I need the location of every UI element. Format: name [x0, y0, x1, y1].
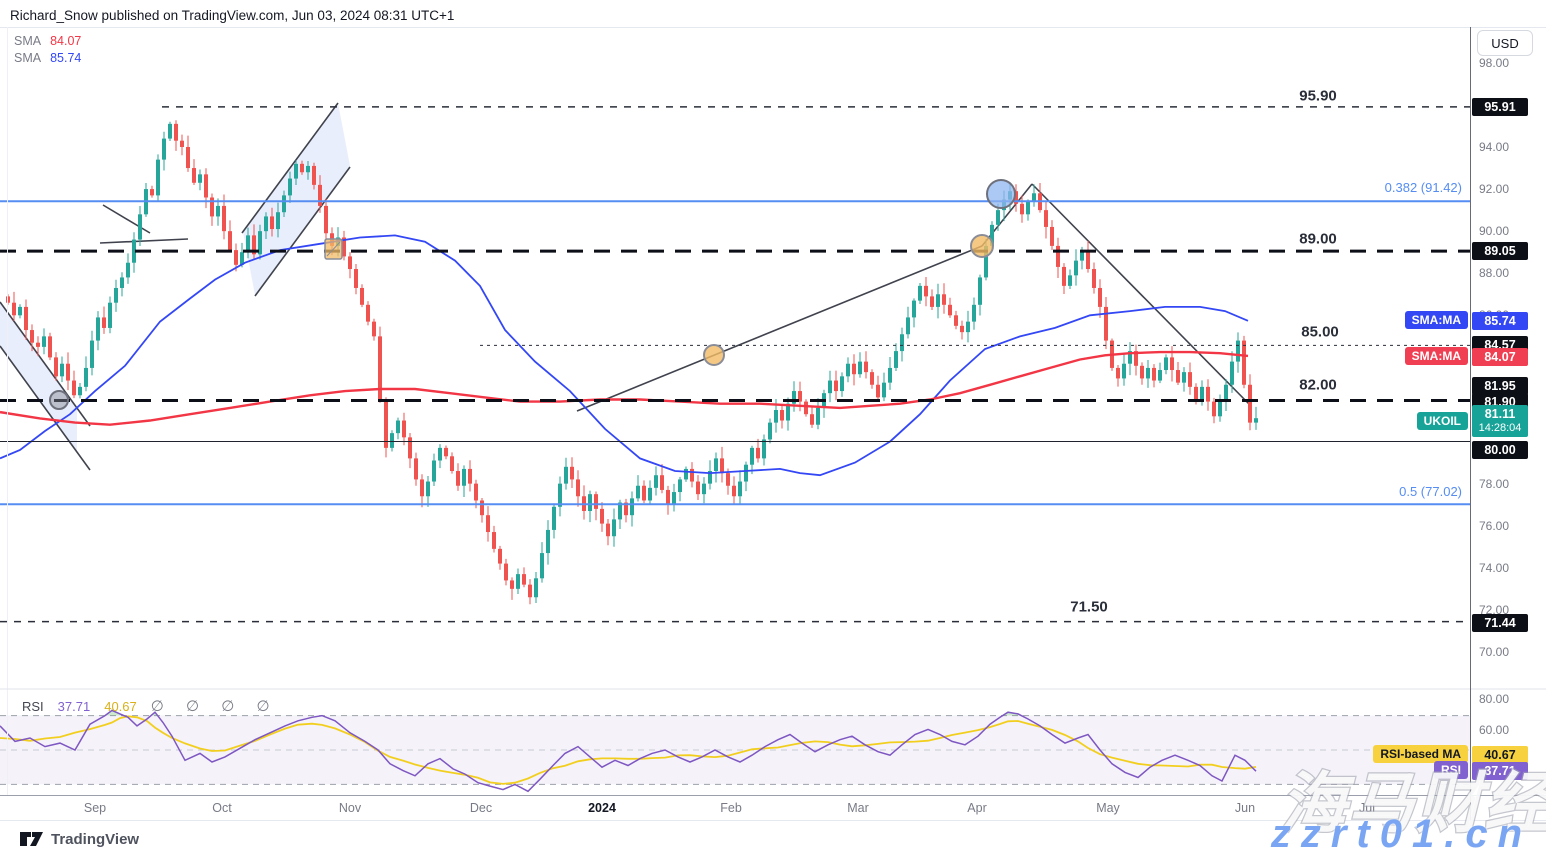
- plot-area[interactable]: [0, 102, 1470, 793]
- chip-value: 81.11: [1484, 407, 1516, 421]
- price-tick: 98.00: [1479, 55, 1510, 70]
- rsi-based-ma-tag: RSI-based MA: [1373, 745, 1468, 763]
- rsi-tick: 80.00: [1479, 692, 1510, 706]
- price-tick: 78.00: [1479, 476, 1510, 491]
- publication-note: Richard_Snow published on TradingView.co…: [10, 8, 455, 23]
- ukoil-tag: UKOIL: [1416, 412, 1468, 430]
- chip-value: 81.95: [1484, 379, 1516, 393]
- price-tick: 90.00: [1479, 224, 1510, 239]
- price-label-chip: 84.07: [1472, 348, 1528, 366]
- price-tick: 94.00: [1479, 140, 1510, 154]
- chip-time: 14:28:04: [1478, 422, 1522, 434]
- rsi-current-value: 37.71: [57, 698, 91, 714]
- price-tick: 72.00: [1479, 602, 1510, 617]
- trendlines[interactable]: [0, 102, 1250, 471]
- price-tick: 88.00: [1479, 266, 1510, 281]
- indicator-legend: SMA 84.07 SMA 85.74: [14, 32, 81, 66]
- candles: [6, 120, 1258, 605]
- time-axis-label: Jun: [1234, 801, 1256, 815]
- sma-legend-fast: SMA 84.07: [14, 32, 81, 49]
- price-label-chip: 81.11 14:28:04: [1472, 405, 1528, 437]
- sma-legend-slow: SMA 85.74: [14, 49, 81, 66]
- time-axis-label: Jul: [1359, 801, 1375, 815]
- time-axis-label: Dec: [469, 801, 493, 815]
- chip-value: 84.07: [1484, 350, 1516, 364]
- price-label-chip: 95.91: [1472, 98, 1528, 116]
- chip-value: 95.91: [1484, 100, 1516, 114]
- time-axis-label: 2024: [588, 801, 616, 815]
- sma-slow-value: 85.74: [50, 50, 82, 65]
- sma-ma-tag: SMA:MA: [1404, 347, 1468, 365]
- price-tick: 92.00: [1479, 182, 1510, 197]
- price-label-chip: 85.74: [1472, 312, 1528, 330]
- chip-value: 40.67: [1484, 748, 1516, 762]
- time-axis-label: Sep: [83, 801, 107, 815]
- rsi-label: RSI: [22, 698, 44, 714]
- price-tick: 74.00: [1479, 560, 1510, 575]
- level-label: 82.00: [1299, 376, 1337, 394]
- sma-ma-tag: SMA:MA: [1404, 311, 1468, 329]
- level-label: 95.90: [1299, 87, 1337, 105]
- time-axis-label: May: [1096, 801, 1120, 815]
- price-tick: 70.00: [1479, 644, 1510, 659]
- chip-value: 37.71: [1484, 764, 1516, 778]
- fib-label: 0.382 (91.42): [1384, 180, 1462, 195]
- rsi-empty-slots: ∅ ∅ ∅ ∅: [150, 698, 279, 715]
- time-axis-label: Feb: [720, 801, 742, 815]
- time-axis-label: Oct: [212, 801, 232, 815]
- sma-fast-label: SMA: [14, 33, 42, 48]
- price-label-chip: 80.00: [1472, 441, 1528, 459]
- chip-value: 85.74: [1484, 314, 1516, 328]
- time-axis-label: Nov: [338, 801, 362, 815]
- sma-fast-value: 84.07: [50, 33, 82, 48]
- tradingview-logo-icon: [20, 832, 43, 846]
- time-axis-label: Mar: [847, 801, 869, 815]
- level-label: 71.50: [1070, 598, 1108, 616]
- price-label-chip: 81.95: [1472, 377, 1528, 395]
- price-label-chip: 40.67: [1472, 746, 1528, 764]
- chip-value: 80.00: [1484, 443, 1516, 457]
- price-tick: 76.00: [1479, 518, 1510, 533]
- time-axis-label: Apr: [967, 801, 987, 815]
- tradingview-logo[interactable]: TradingView: [20, 829, 139, 849]
- rsi-ma-value: 40.67: [104, 698, 137, 714]
- watermark-url: zzrt01.cn: [1270, 812, 1532, 856]
- tradingview-brand-text: TradingView: [51, 830, 140, 848]
- price-label-chip: 37.71: [1472, 762, 1528, 780]
- currency-button[interactable]: USD: [1477, 30, 1533, 56]
- watermark-text: 海马财经: [1279, 765, 1546, 842]
- drawing-markers[interactable]: [49, 179, 1016, 410]
- fib-label: 0.5 (77.02): [1399, 484, 1462, 499]
- level-label: 89.00: [1299, 230, 1337, 248]
- rsi-tick: 60.00: [1479, 723, 1510, 737]
- rsi-tag: RSI: [1433, 761, 1468, 779]
- chip-value: 71.44: [1484, 616, 1516, 630]
- level-label: 85.00: [1301, 323, 1339, 341]
- chip-value: 89.05: [1484, 244, 1516, 258]
- sma-slow-label: SMA: [14, 50, 42, 65]
- price-label-chip: 89.05: [1472, 242, 1528, 260]
- price-label-chip: 71.44: [1472, 614, 1528, 632]
- rsi-legend: RSI 37.71 40.67 ∅ ∅ ∅ ∅: [22, 697, 279, 715]
